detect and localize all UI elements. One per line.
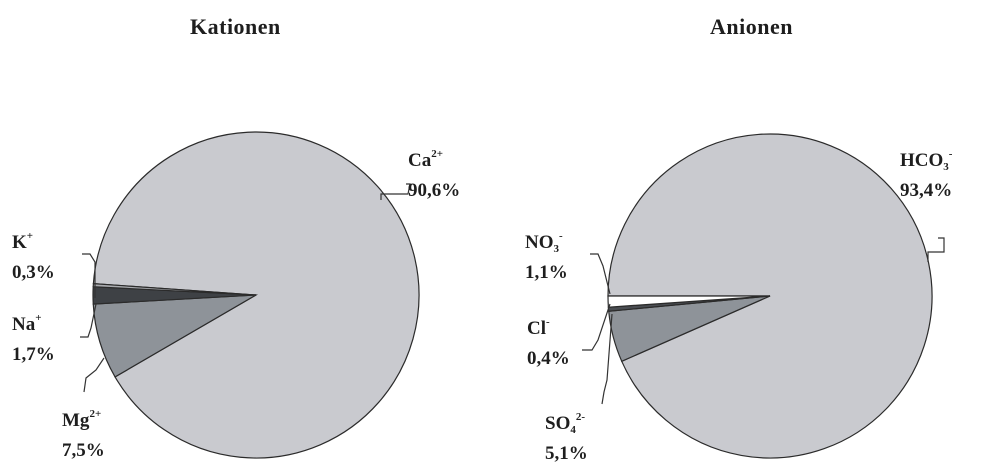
label-hco3-name: HCO3- [900, 148, 953, 173]
leader-line-so4 [601, 313, 613, 405]
label-na-pct: 1,7% [12, 344, 55, 365]
label-na-name: Na+ [12, 312, 42, 336]
label-no3-pct: 1,1% [525, 262, 568, 283]
label-no3-name: NO3- [525, 230, 563, 255]
leader-line-cl [582, 303, 611, 351]
label-k-name: K+ [12, 230, 34, 254]
label-cl: Cl- 0,4% [527, 316, 570, 370]
label-k: K+ 0,3% [12, 230, 55, 284]
label-k-pct: 0,3% [12, 262, 55, 283]
pie-slice-ca [92, 131, 420, 459]
label-cl-name: Cl- [527, 316, 550, 340]
label-so4: SO42- 5,1% [545, 411, 588, 465]
label-ca-name: Ca2+ [408, 148, 444, 172]
chart-title-kationen: Kationen [190, 14, 281, 39]
leader-line-hco3 [927, 237, 945, 262]
label-hco3-pct: 93,4% [900, 180, 953, 201]
leader-line-k [82, 253, 96, 298]
leader-line-na [80, 303, 97, 338]
pie-slice-k [92, 282, 257, 296]
leader-line-mg [83, 357, 105, 393]
label-na: Na+ 1,7% [12, 312, 55, 366]
label-ca-pct: 90,6% [408, 180, 461, 201]
label-so4-pct: 5,1% [545, 443, 588, 464]
label-mg-name: Mg2+ [62, 408, 102, 432]
label-hco3: HCO3- 93,4% [900, 148, 953, 202]
label-so4-name: SO42- [545, 411, 586, 436]
label-mg-pct: 7,5% [62, 440, 105, 461]
label-ca: Ca2+ 90,6% [408, 148, 461, 202]
leader-line-no3 [590, 253, 611, 295]
label-cl-pct: 0,4% [527, 348, 570, 369]
label-no3: NO3- 1,1% [525, 230, 568, 284]
label-mg: Mg2+ 7,5% [62, 408, 105, 462]
chart-title-anionen: Anionen [710, 14, 793, 39]
leader-line-ca [380, 183, 411, 200]
